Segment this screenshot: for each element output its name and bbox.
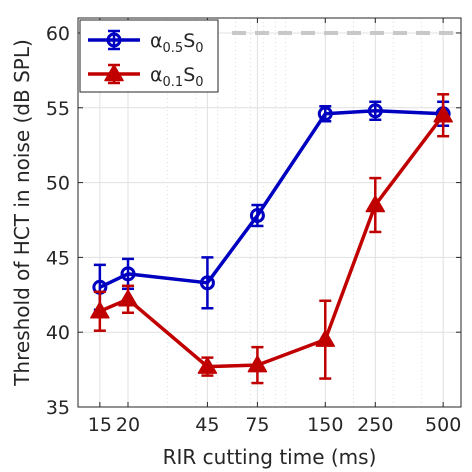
legend-marker bbox=[106, 32, 122, 48]
data-point bbox=[317, 106, 333, 122]
data-point bbox=[247, 355, 268, 373]
axis-ticks: 15 20 45 75 150 250 500 35 40 45 50 55 60 bbox=[46, 18, 461, 436]
series-line bbox=[99, 109, 444, 289]
data-point bbox=[433, 105, 453, 123]
legend-label-subscript: 0.1 bbox=[163, 75, 184, 90]
y-tick-label: 60 bbox=[46, 23, 70, 45]
y-tick-label: 35 bbox=[46, 397, 70, 419]
legend-label: α0.1S0 bbox=[150, 64, 204, 90]
x-axis-label: RIR cutting time (ms) bbox=[163, 445, 377, 469]
plot-frame bbox=[77, 17, 462, 408]
data-point bbox=[315, 329, 336, 347]
legend-label: α0.5S0 bbox=[150, 30, 204, 56]
legend-label-symbol: S bbox=[183, 64, 195, 86]
data-point bbox=[249, 207, 265, 223]
series-1 bbox=[90, 93, 453, 385]
data-point bbox=[118, 289, 138, 307]
data-point bbox=[90, 301, 110, 319]
legend-box bbox=[79, 19, 219, 93]
data-point bbox=[365, 195, 386, 213]
x-tick-label: 45 bbox=[195, 414, 219, 436]
x-tick-label: 20 bbox=[116, 414, 140, 436]
y-tick-label: 40 bbox=[46, 322, 70, 344]
series-line bbox=[99, 114, 445, 369]
y-tick-label: 50 bbox=[46, 173, 70, 195]
legend-label-subscript: 0.5 bbox=[163, 41, 184, 56]
data-point bbox=[120, 266, 136, 282]
x-tick-label: 500 bbox=[425, 414, 461, 436]
series-layer bbox=[90, 93, 453, 385]
y-tick-label: 45 bbox=[46, 247, 70, 269]
legend-marker bbox=[104, 64, 124, 82]
legend-label-symbol: S bbox=[183, 30, 195, 52]
x-tick-label: 150 bbox=[307, 414, 343, 436]
x-tick-label: 75 bbox=[245, 414, 269, 436]
y-tick-label: 55 bbox=[46, 98, 70, 120]
x-tick-label: 250 bbox=[357, 414, 393, 436]
legend-label-symbol: α bbox=[150, 64, 163, 86]
data-point bbox=[197, 356, 218, 374]
legend-label-subscript: 0 bbox=[195, 41, 203, 56]
legend-label-symbol: α bbox=[150, 30, 163, 52]
x-tick-label: 15 bbox=[88, 414, 112, 436]
legend-label-subscript: 0 bbox=[195, 75, 203, 90]
data-point bbox=[199, 275, 215, 291]
data-point bbox=[367, 103, 383, 119]
series-0 bbox=[92, 100, 451, 311]
y-axis-label: Threshold of HCT in noise (dB SPL) bbox=[10, 39, 34, 387]
